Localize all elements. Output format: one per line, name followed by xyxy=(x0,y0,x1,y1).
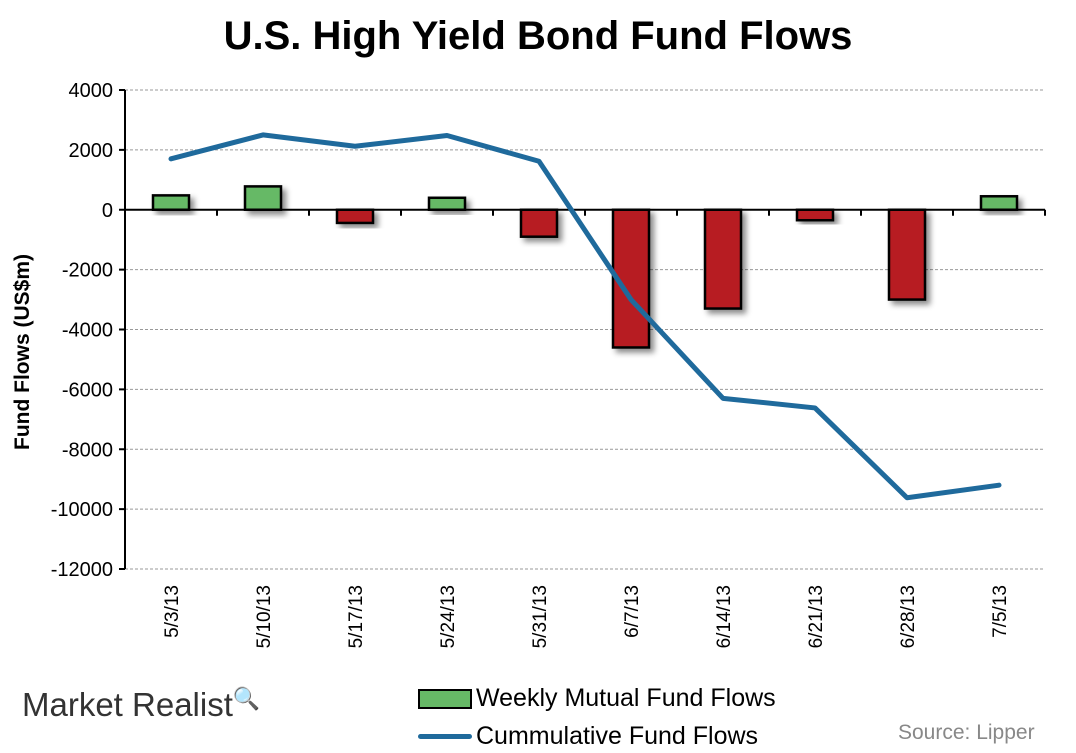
bar-5/10/13 xyxy=(243,185,283,211)
x-tick-label: 6/7/13 xyxy=(622,585,643,638)
x-tick-label: 6/28/13 xyxy=(898,585,919,648)
chart-title: U.S. High Yield Bond Fund Flows xyxy=(223,14,853,58)
bar-6/14/13 xyxy=(703,208,743,310)
x-tick-label: 7/5/13 xyxy=(990,585,1011,638)
bar-5/17/13 xyxy=(335,208,375,225)
y-tick-label: -10000 xyxy=(51,499,113,521)
bar-7/5/13 xyxy=(979,195,1019,211)
x-tick-label: 6/21/13 xyxy=(806,585,827,648)
magnifier-chart-icon: 🔍 xyxy=(232,686,261,711)
y-tick-label: 2000 xyxy=(69,140,114,162)
y-tick-label: -12000 xyxy=(51,559,113,581)
bar-5/3/13 xyxy=(151,194,191,212)
x-tick-label: 5/10/13 xyxy=(254,585,275,648)
market-realist-logo: Market Realist🔍 xyxy=(22,686,260,724)
logo-text: Market Realist xyxy=(22,686,233,723)
legend-label-cumulative: Cummulative Fund Flows xyxy=(476,722,759,750)
legend-swatch-weekly xyxy=(418,688,472,709)
chart-plot: 4000 2000 0 -2000 -4000 -6000 -8000 -10000 -1200… xyxy=(51,80,1046,648)
legend-label-weekly: Weekly Mutual Fund Flows xyxy=(476,684,776,712)
x-tick-label: 5/24/13 xyxy=(438,585,459,648)
x-tick-label: 5/17/13 xyxy=(346,585,367,648)
y-tick-label: -2000 xyxy=(62,260,113,282)
y-tick-label: 0 xyxy=(102,200,113,222)
source-note: Source: Lipper xyxy=(898,721,1035,744)
x-tick-label: 6/14/13 xyxy=(714,585,735,648)
y-tick-label: -4000 xyxy=(62,320,113,342)
legend-swatch-cumulative xyxy=(418,734,472,739)
x-tick-label: 5/3/13 xyxy=(162,585,183,638)
bar-5/24/13 xyxy=(427,196,467,211)
y-tick-label: 4000 xyxy=(69,80,114,102)
cumulative-line xyxy=(168,132,1002,501)
bar-6/21/13 xyxy=(795,208,835,222)
bar-6/28/13 xyxy=(887,208,927,301)
x-tick-label: 5/31/13 xyxy=(530,585,551,648)
legend-item-cumulative: Cummulative Fund Flows xyxy=(418,722,758,751)
y-tick-label: -6000 xyxy=(62,379,113,401)
legend-item-weekly: Weekly Mutual Fund Flows xyxy=(418,684,776,713)
bar-5/31/13 xyxy=(519,208,559,238)
y-tick-label: -8000 xyxy=(62,439,113,461)
